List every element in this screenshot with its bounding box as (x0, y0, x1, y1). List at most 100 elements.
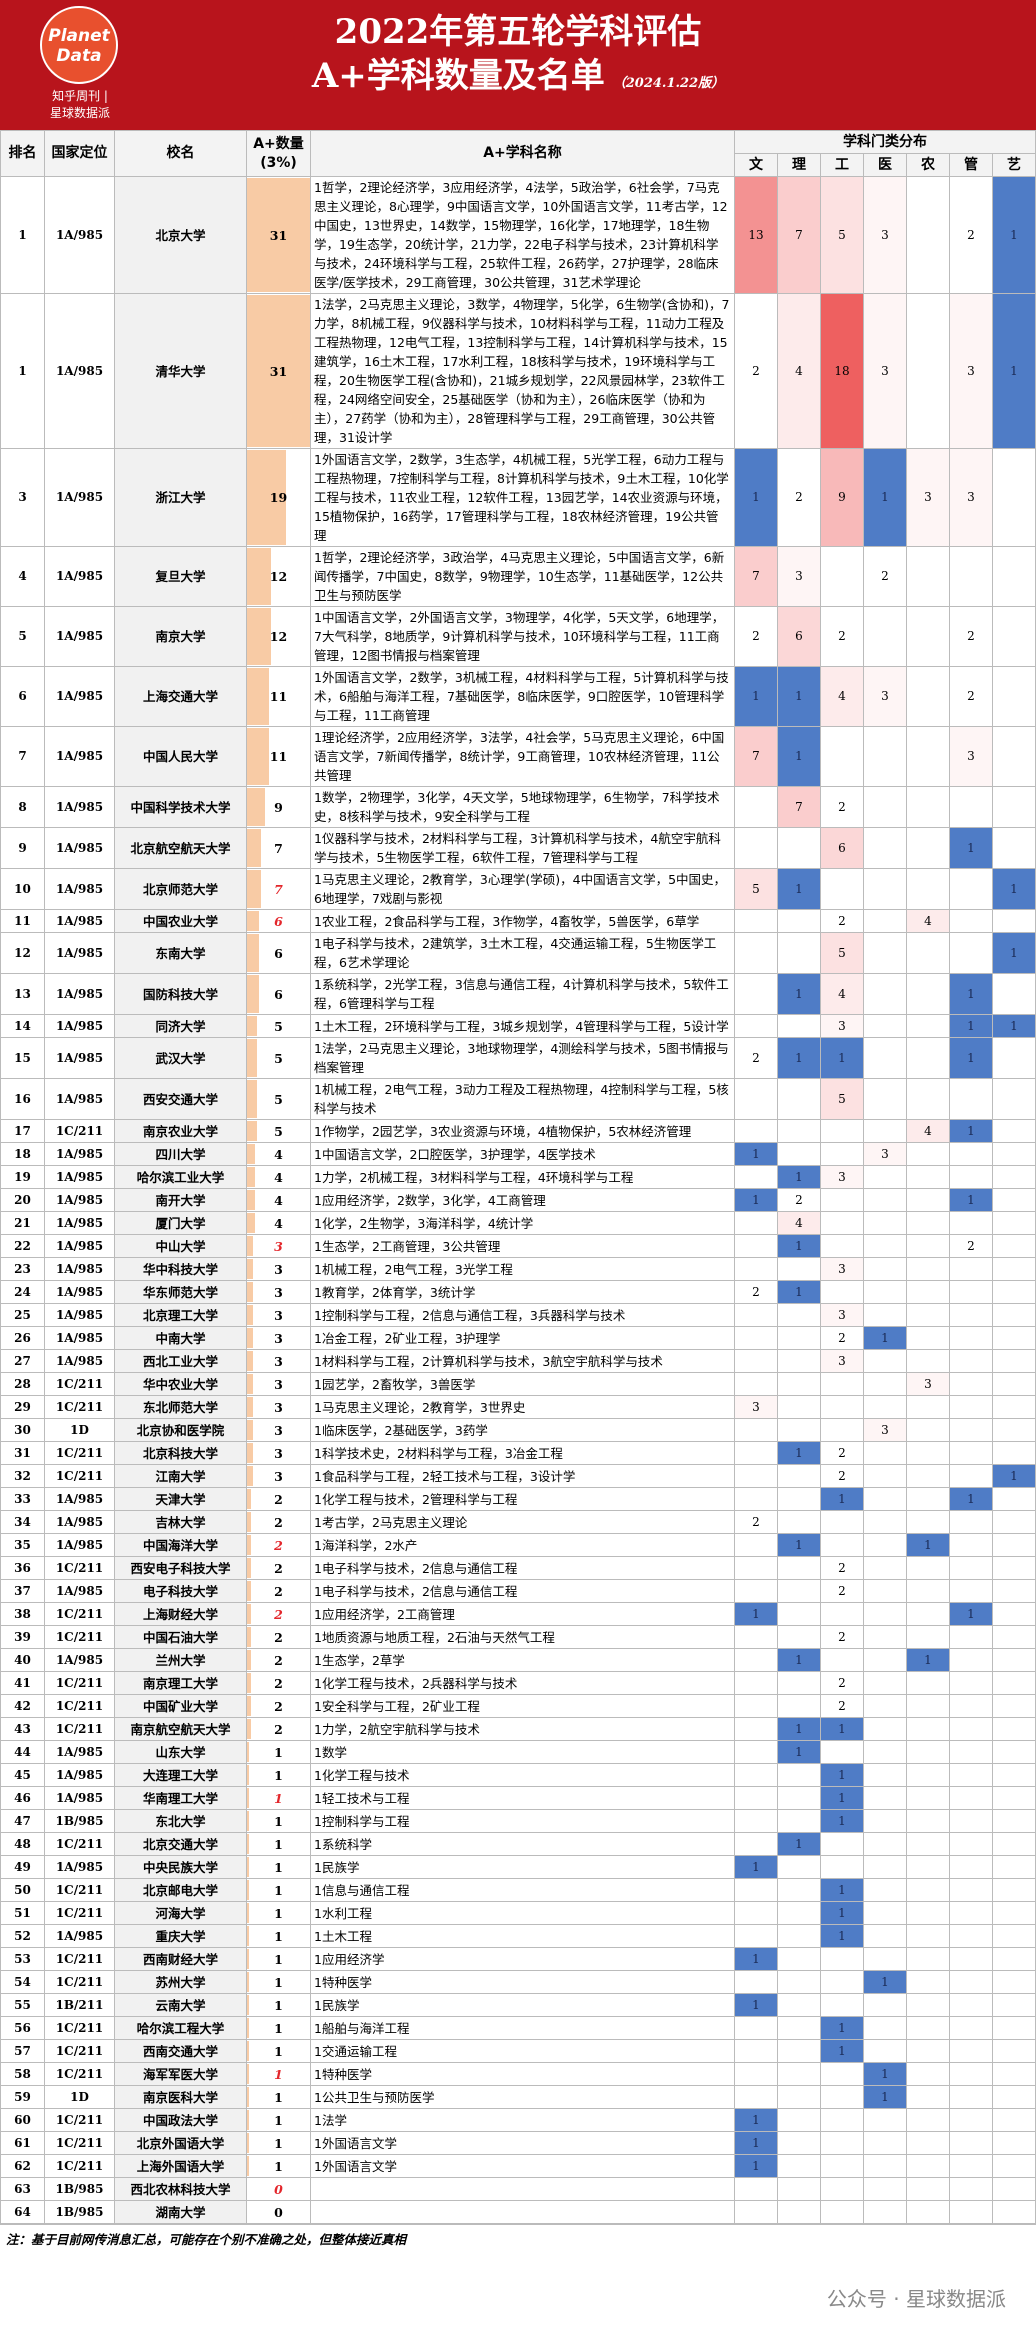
school: 西南交通大学 (114, 2039, 247, 2063)
school: 上海财经大学 (114, 1602, 247, 1626)
rank: 30 (0, 1418, 45, 1442)
count-bar (247, 1328, 254, 1348)
count: 6 (274, 913, 283, 929)
school: 北京科技大学 (114, 1441, 247, 1465)
dist-cell: 1 (777, 666, 821, 727)
dist-cell (777, 1993, 821, 2017)
dist-cell (949, 1372, 993, 1396)
count-bar (247, 1650, 252, 1670)
subjects: 1信息与通信工程 (310, 1878, 735, 1902)
dist-cell (820, 1740, 864, 1764)
dist-cell (863, 726, 907, 787)
count: 5 (274, 1050, 283, 1066)
table-row: 53 1C/211 西南财经大学 1 1应用经济学 1 (0, 1947, 1036, 1971)
dist-cell (734, 1556, 778, 1580)
dist-cell (906, 1855, 950, 1879)
dist-cell (906, 1924, 950, 1948)
dist-cell (992, 1740, 1036, 1764)
watermark: 公众号 · 星球数据派 (826, 2287, 1006, 2311)
level: 1D (44, 2085, 115, 2109)
table-body: 1 1A/985 北京大学 31 1哲学，2理论经济学，3应用经济学，4法学，5政治学，… (0, 176, 1036, 2224)
dist-cell (777, 2016, 821, 2040)
school: 西南财经大学 (114, 1947, 247, 1971)
dist-cell (863, 1119, 907, 1143)
dist-cell (734, 1119, 778, 1143)
category-header: 管 (949, 153, 993, 177)
subjects: 1应用经济学 (310, 1947, 735, 1971)
dist-cell: 4 (906, 1119, 950, 1143)
dist-cell (949, 2131, 993, 2155)
level: 1A/985 (44, 1142, 115, 1166)
dist-cell (863, 1878, 907, 1902)
school: 中山大学 (114, 1234, 247, 1258)
rank: 5 (0, 606, 45, 667)
dist-cell: 13 (734, 176, 778, 294)
dist-cell (949, 1694, 993, 1718)
count: 0 (274, 2181, 283, 2197)
dist-cell (949, 1303, 993, 1327)
table-row: 60 1C/211 中国政法大学 1 1法学 1 (0, 2108, 1036, 2132)
dist-cell (777, 1556, 821, 1580)
subjects: 1特种医学 (310, 1970, 735, 1994)
count-bar (247, 1420, 254, 1440)
dist-cell: 3 (734, 1395, 778, 1419)
school: 中国科学技术大学 (114, 786, 247, 828)
dist-cell: 3 (863, 666, 907, 727)
dist-cell (906, 1349, 950, 1373)
dist-cell: 1 (949, 1037, 993, 1079)
count-bar (247, 1282, 254, 1302)
subjects: 1化学工程与技术 (310, 1763, 735, 1787)
title: 2022年第五轮学科评估 (334, 12, 702, 52)
dist-cell (734, 1832, 778, 1856)
level: 1A/985 (44, 1855, 115, 1879)
rank: 40 (0, 1648, 45, 1672)
count: 1 (274, 2135, 283, 2151)
school: 大连理工大学 (114, 1763, 247, 1787)
count: 1 (274, 1974, 283, 1990)
subjects: 1外国语言文学，2数学，3机械工程，4材料科学与工程，5计算机科学与技术，6船舶… (310, 666, 735, 727)
school: 华东师范大学 (114, 1280, 247, 1304)
dist-cell: 1 (734, 1188, 778, 1212)
level: 1C/211 (44, 1901, 115, 1925)
school: 云南大学 (114, 1993, 247, 2017)
dist-cell: 1 (949, 1602, 993, 1626)
count-cell: 2 (246, 1602, 311, 1626)
count: 3 (274, 1353, 283, 1369)
count-cell: 1 (246, 1947, 311, 1971)
subjects: 1民族学 (310, 1993, 735, 2017)
school: 河海大学 (114, 1901, 247, 1925)
school: 北京协和医学院 (114, 1418, 247, 1442)
subjects: 1中国语言文学，2外国语言文学，3物理学，4化学，5天文学，6地理学，7大气科学… (310, 606, 735, 667)
table-row: 55 1B/211 云南大学 1 1民族学 1 (0, 1993, 1036, 2017)
count-bar (247, 1236, 254, 1256)
dist-cell (734, 2039, 778, 2063)
dist-cell (906, 666, 950, 727)
dist-cell: 2 (777, 1188, 821, 1212)
level: 1C/211 (44, 2131, 115, 2155)
dist-cell: 2 (820, 1579, 864, 1603)
table-row: 25 1A/985 北京理工大学 3 1控制科学与工程，2信息与通信工程，3兵器科学与技… (0, 1303, 1036, 1327)
level: 1A/985 (44, 1326, 115, 1350)
count: 31 (269, 227, 288, 243)
dist-cell (863, 1924, 907, 1948)
dist-cell: 2 (777, 448, 821, 547)
dist-cell (992, 2200, 1036, 2224)
dist-cell: 2 (820, 909, 864, 933)
dist-cell (992, 1142, 1036, 1166)
dist-cell: 2 (820, 1326, 864, 1350)
dist-cell (906, 1014, 950, 1038)
level: 1B/985 (44, 2200, 115, 2224)
dist-cell: 1 (777, 1648, 821, 1672)
dist-cell (949, 2085, 993, 2109)
table-row: 61 1C/211 北京外国语大学 1 1外国语言文学 1 (0, 2131, 1036, 2155)
count: 7 (274, 840, 283, 856)
count-bar (247, 1305, 254, 1325)
table-row: 37 1A/985 电子科技大学 2 1电子科学与技术，2信息与通信工程 2 (0, 1579, 1036, 1603)
dist-cell (820, 1855, 864, 1879)
dist-cell (992, 2085, 1036, 2109)
count: 2 (274, 1606, 283, 1622)
dist-cell (777, 1349, 821, 1373)
dist-cell: 2 (734, 1280, 778, 1304)
level: 1C/211 (44, 1395, 115, 1419)
dist-cell (820, 546, 864, 607)
